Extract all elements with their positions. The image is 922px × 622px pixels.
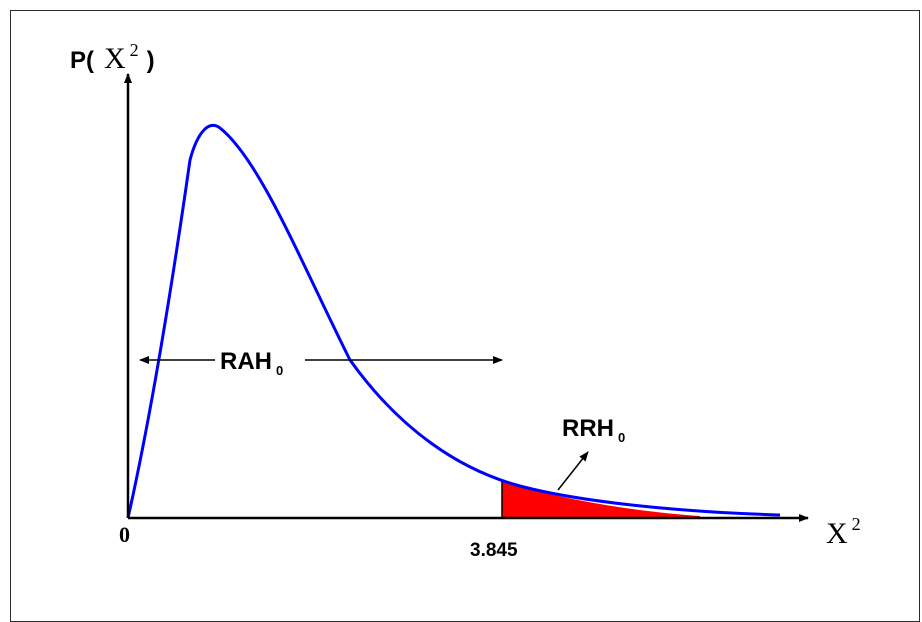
- x-axis-label: X 2: [826, 514, 861, 550]
- chi-square-curve: [126, 123, 781, 519]
- acceptance-region-label: RAH 0: [220, 348, 283, 378]
- critical-value-label: 3.845: [470, 540, 518, 561]
- rejection-region-label: RRH 0: [562, 415, 625, 445]
- origin-label: 0: [119, 522, 130, 547]
- diagram-frame: [10, 10, 920, 622]
- y-axis-label: P( X 2 ): [70, 40, 155, 75]
- rejection-region-fill: [502, 481, 700, 518]
- rejection-arrow: [557, 451, 589, 491]
